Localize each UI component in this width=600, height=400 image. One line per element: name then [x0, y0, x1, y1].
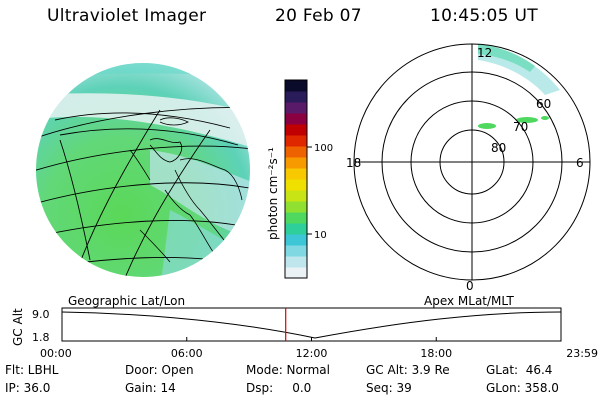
colorbar-segment — [285, 212, 307, 224]
polar-plot-title: Apex MLat/MLT — [424, 294, 514, 308]
mlt-label-12: 12 — [477, 46, 492, 60]
colorbar-segment — [285, 168, 307, 180]
timeline-xtick-label: 00:00 — [40, 347, 72, 360]
instrument-title: Ultraviolet Imager — [47, 6, 207, 26]
lat-label-80: 80 — [491, 141, 506, 155]
colorbar-tick-100: 100 — [314, 143, 333, 154]
colorbar-segment — [285, 146, 307, 158]
emission-spot — [516, 117, 538, 123]
header-time: 10:45:05 UT — [430, 6, 538, 26]
colorbar-segment — [285, 190, 307, 202]
timeline-ytick-top: 9.0 — [32, 308, 50, 321]
colorbar-segment — [285, 267, 307, 279]
status-glon: GLon: 358.0 — [486, 381, 559, 395]
colorbar-segment — [285, 80, 307, 92]
status-mode: Mode: Normal — [246, 363, 330, 377]
timeline-xtick-label: 18:00 — [420, 347, 452, 360]
colorbar-tick-10: 10 — [314, 230, 327, 241]
status-glat: GLat: 46.4 — [486, 363, 553, 377]
colorbar-segment — [285, 135, 307, 147]
mlt-label-6: 6 — [576, 156, 584, 170]
mlt-label-18: 18 — [346, 156, 361, 170]
timeline-ylabel: GC Alt — [11, 308, 25, 346]
status-seq: Seq: 39 — [366, 381, 412, 395]
timeline-xtick-label: 12:00 — [296, 347, 328, 360]
status-dsp: Dsp: 0.0 — [246, 381, 312, 395]
timeline-xtick-label: 06:00 — [171, 347, 203, 360]
lat-label-70: 70 — [513, 120, 528, 134]
gc-alt-curve — [61, 311, 562, 339]
colorbar-segment — [285, 102, 307, 114]
colorbar-segment — [285, 157, 307, 169]
emission-spot — [541, 116, 549, 120]
status-ip: IP: 36.0 — [5, 381, 51, 395]
mlt-label-0: 0 — [466, 279, 474, 293]
status-gc-alt: GC Alt: 3.9 Re — [366, 363, 450, 377]
emission-spot — [478, 123, 496, 129]
colorbar-unit-label: photon cm⁻²s⁻¹ — [266, 147, 280, 240]
status-door: Door: Open — [125, 363, 194, 377]
status-gain: Gain: 14 — [125, 381, 176, 395]
status-filter: Flt: LBHL — [5, 363, 59, 377]
header-date: 20 Feb 07 — [275, 6, 362, 26]
colorbar-segment — [285, 234, 307, 246]
colorbar-segment — [285, 179, 307, 191]
lat-label-60: 60 — [536, 97, 551, 111]
timeline-xtick-label: 23:59 — [566, 347, 598, 360]
timeline-ytick-bottom: 1.8 — [32, 331, 50, 344]
colorbar-segment — [285, 124, 307, 136]
geo-map-title: Geographic Lat/Lon — [68, 294, 186, 308]
colorbar-segment — [285, 113, 307, 125]
colorbar-segment — [285, 91, 307, 103]
polar-grid — [353, 43, 591, 281]
colorbar-segment — [285, 223, 307, 235]
colorbar-segment — [285, 245, 307, 257]
colorbar-segment — [285, 201, 307, 213]
colorbar-segment — [285, 256, 307, 268]
